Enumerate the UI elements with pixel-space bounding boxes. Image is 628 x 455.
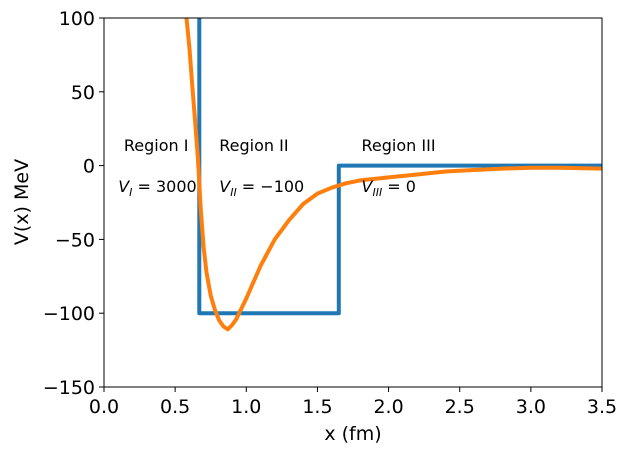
ticks-layer: 0.0 0.5 1.0 1.5 2.0 2.5 3.0 3.5 100 50 0 −50 −100 −15…	[43, 8, 617, 418]
x-tick-label: 2.0	[373, 396, 403, 418]
series-line-2	[184, 18, 602, 332]
x-tick-label: 1.0	[231, 396, 261, 418]
y-tick-label: −100	[43, 303, 95, 325]
y-axis-label: V(x) MeV	[11, 159, 33, 245]
series-layer	[184, 18, 602, 332]
equation-v3: VIII = 0	[362, 177, 416, 199]
annotation-region1: Region I	[124, 136, 189, 155]
x-tick-label: 1.5	[302, 396, 332, 418]
x-tick-label: 2.5	[445, 396, 475, 418]
y-tick-label: −150	[43, 377, 95, 399]
x-tick-label: 0.0	[89, 396, 119, 418]
annotation-region2: Region II	[219, 136, 288, 155]
x-axis-label: x (fm)	[324, 423, 381, 445]
annotations: Region I Region II Region III VI = 3000 VII …	[118, 136, 435, 199]
equation-v1: VI = 3000	[118, 177, 197, 199]
annotation-region3: Region III	[362, 136, 436, 155]
equation-v2: VII = −100	[219, 177, 304, 199]
y-tick-label: 50	[71, 82, 95, 104]
plot-frame	[103, 17, 603, 388]
x-tick-label: 0.5	[160, 396, 190, 418]
x-tick-label: 3.5	[587, 396, 617, 418]
y-tick-label: 0	[83, 156, 95, 178]
y-tick-label: −50	[55, 229, 95, 251]
x-tick-label: 3.0	[516, 396, 546, 418]
y-tick-label: 100	[59, 8, 95, 30]
